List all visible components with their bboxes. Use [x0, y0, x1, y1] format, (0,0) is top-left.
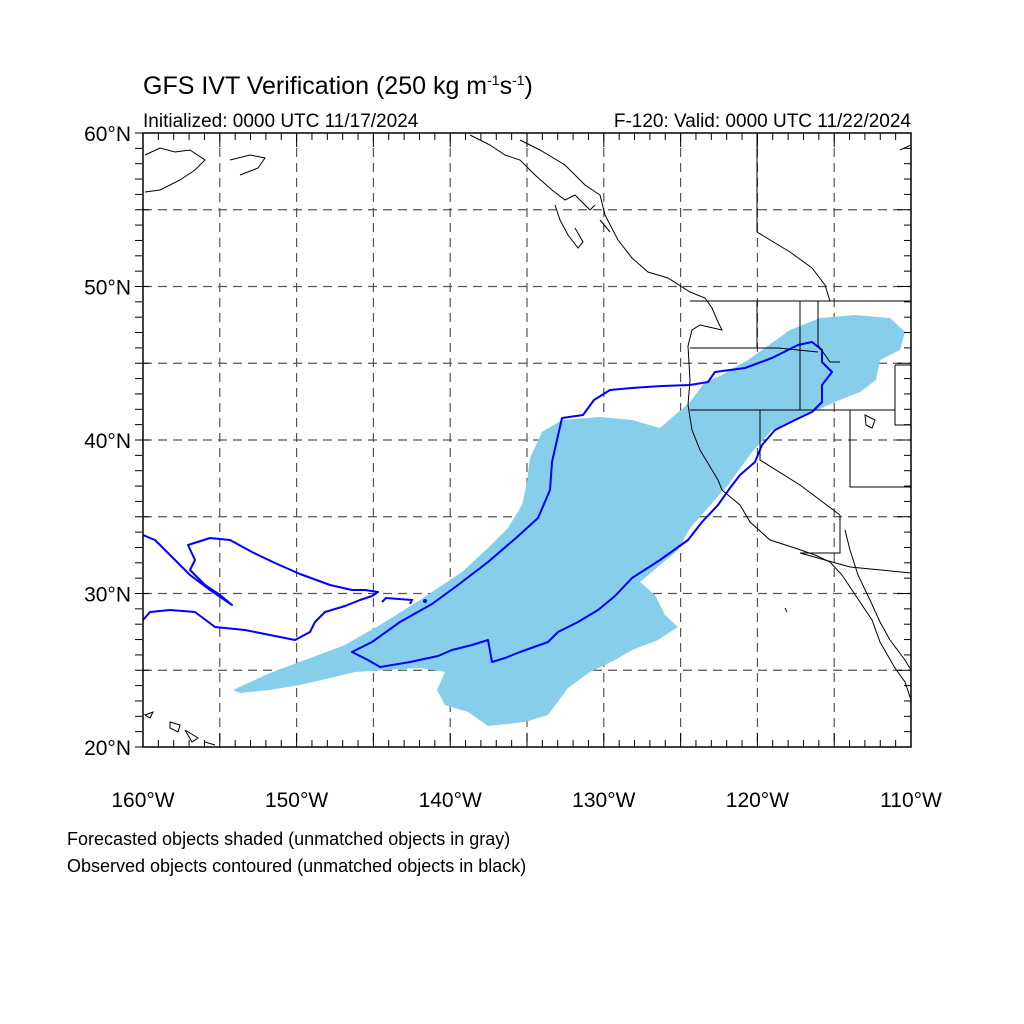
lon-label: 110°W	[880, 789, 942, 812]
title-suffix: )	[524, 72, 533, 100]
notes: Forecasted objects shaded (unmatched obj…	[67, 826, 526, 880]
lon-label: 150°W	[265, 789, 328, 812]
political-boundaries	[690, 133, 911, 574]
title-text: GFS IVT Verification (250 kg m	[143, 72, 488, 100]
lon-label: 140°W	[419, 789, 482, 812]
lon-label: 120°W	[726, 789, 789, 812]
longitude-labels: 160°W 150°W 140°W 130°W 120°W 110°W	[111, 789, 942, 812]
lat-label: 20°N	[84, 737, 131, 760]
title-exponent-2: -1	[512, 72, 525, 88]
lat-label: 60°N	[84, 123, 131, 146]
observed-ivt-contour-west-upper	[143, 534, 379, 641]
latitude-labels: 20°N 30°N 40°N 50°N 60°N	[84, 123, 131, 760]
lat-label: 50°N	[84, 277, 131, 300]
observed-ivt-contour-small-1	[381, 596, 414, 605]
lat-label: 30°N	[84, 584, 131, 607]
lat-label: 40°N	[84, 430, 131, 453]
note-forecast: Forecasted objects shaded (unmatched obj…	[67, 829, 511, 849]
lon-label: 130°W	[572, 789, 635, 812]
note-observed: Observed objects contoured (unmatched ob…	[67, 856, 527, 876]
lon-label: 160°W	[111, 789, 174, 812]
init-time-label: Initialized: 0000 UTC 11/17/2024	[143, 111, 419, 132]
forecast-ivt-object	[233, 315, 905, 726]
chart-title: GFS IVT Verification (250 kg m-1s-1)	[143, 72, 533, 101]
coastlines	[143, 134, 911, 746]
observed-ivt-contour-dot	[423, 599, 427, 603]
observed-ivt-contour-main	[351, 341, 833, 668]
axis-ticks	[135, 132, 912, 748]
title-unit-s: s	[499, 72, 513, 100]
valid-time-label: F-120: Valid: 0000 UTC 11/22/2024	[613, 111, 911, 132]
title-exponent-1: -1	[487, 72, 500, 88]
